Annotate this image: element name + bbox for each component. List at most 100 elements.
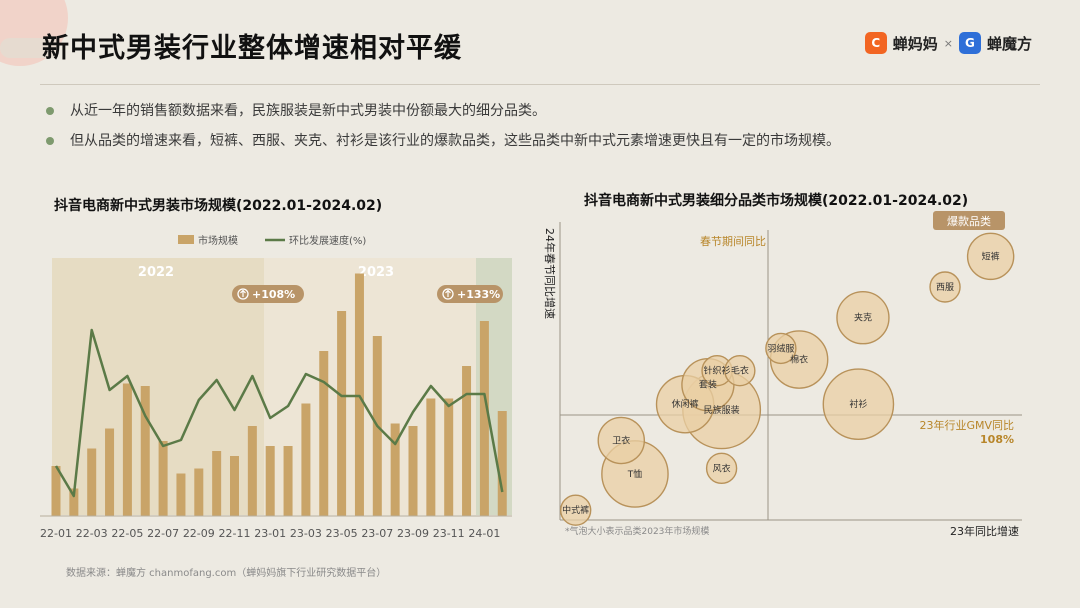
badge-label: 爆款品类	[947, 214, 991, 228]
bubble-label: 羽绒服	[767, 342, 794, 354]
hot-category-badge: 爆款品类	[933, 211, 1005, 230]
bubble-size-note: *气泡大小表示品类2023年市场规模	[565, 525, 709, 537]
bubble-label: 中式裤	[562, 504, 589, 516]
bullet-dot-icon	[46, 137, 54, 145]
x-tick-label: 23-09	[397, 527, 429, 540]
bar-23-02	[283, 446, 293, 516]
bullet-item: 但从品类的增速来看，短裤、西服、夹克、衬衫是该行业的爆款品类，这些品类中新中式元…	[46, 126, 840, 156]
bar-22-02	[69, 488, 79, 516]
legend-bar-swatch	[178, 235, 194, 244]
chanmofang-logo-icon: G	[958, 32, 981, 54]
bubble-毛衣	[724, 355, 756, 387]
bubble-label: 民族服装	[704, 404, 740, 416]
bubble-label: 套装	[699, 379, 717, 391]
bar-23-09	[408, 426, 418, 516]
vline-label: 春节期间同比	[700, 235, 766, 248]
legend-line-label: 环比发展速度(%)	[289, 234, 366, 247]
bubble-羽绒服	[765, 332, 797, 365]
bar-23-04	[319, 351, 329, 516]
bar-22-06	[140, 386, 150, 516]
bullet-dot-icon	[46, 107, 54, 115]
bubble-label: 短裤	[982, 250, 1000, 262]
arrow-up-icon	[442, 288, 454, 300]
market-size-chart: 抖音电商新中式男装市场规模(2022.01-2024.02) 市场规模 环比发展…	[40, 197, 512, 540]
x-tick-label: 24-01	[468, 527, 500, 540]
x-tick-label: 22-03	[76, 527, 108, 540]
bar-23-05	[337, 311, 347, 516]
bubble-卫衣	[597, 416, 646, 465]
chart-title: 抖音电商新中式男装细分品类市场规模(2022.01-2024.02)	[584, 192, 968, 209]
hline-value: 108%	[980, 433, 1014, 446]
bar-22-12	[247, 426, 257, 516]
bubble-夹克	[836, 290, 890, 345]
bullet-text: 从近一年的销售额数据来看，民族服装是新中式男装中份额最大的细分品类。	[70, 103, 546, 119]
annotation-badge-108: +108%	[232, 285, 304, 303]
year-label-2022: 2022	[138, 265, 174, 280]
header-divider	[40, 84, 1040, 85]
annotation-badge-133: +133%	[437, 285, 503, 303]
x-tick-label: 23-01	[254, 527, 286, 540]
bubble-label: 针织衫	[704, 365, 731, 377]
subcategory-bubble-chart: 抖音电商新中式男装细分品类市场规模(2022.01-2024.02) 爆款品类 …	[543, 192, 1022, 538]
bubble-label: 休闲裤	[672, 398, 699, 410]
bubble-风衣	[705, 452, 738, 485]
bubble-label: T恤	[627, 468, 643, 480]
bar-24-01	[479, 321, 489, 516]
decorative-cloud	[0, 38, 60, 58]
bubble-衬衫	[822, 368, 895, 441]
bar-23-08	[390, 423, 400, 516]
x-tick-label: 23-03	[290, 527, 322, 540]
bar-23-11	[444, 398, 454, 516]
bubble-label: 夹克	[854, 312, 872, 324]
bullet-text: 但从品类的增速来看，短裤、西服、夹克、衬衫是该行业的爆款品类，这些品类中新中式元…	[70, 133, 840, 149]
x-tick-label: 22-01	[40, 527, 72, 540]
bar-22-05	[122, 383, 132, 516]
bubble-label: 棉衣	[790, 354, 808, 366]
bar-24-02	[497, 411, 507, 516]
x-tick-label: 22-05	[111, 527, 143, 540]
bubble-label: 毛衣	[731, 365, 749, 377]
chanmama-brand: 蝉妈妈	[892, 34, 938, 53]
y-axis-label: 24年春节同比增速	[543, 228, 557, 319]
x-tick-labels: 22-01 22-03 22-05 22-07 22-09 22-11 23-01 23-03…	[40, 527, 500, 540]
brand-logos: C 蝉妈妈 × G 蝉魔方	[864, 32, 1032, 54]
chanmofang-brand: 蝉魔方	[986, 34, 1032, 53]
hline-label: 23年行业GMV同比	[919, 418, 1014, 432]
chart-title: 抖音电商新中式男装市场规模(2022.01-2024.02)	[54, 197, 382, 214]
x-tick-label: 22-09	[183, 527, 215, 540]
x-tick-label: 23-11	[433, 527, 465, 540]
bar-22-09	[194, 468, 204, 516]
summary-bullets: 从近一年的销售额数据来看，民族服装是新中式男装中份额最大的细分品类。 但从品类的…	[46, 96, 840, 156]
year-label-2023: 2023	[358, 265, 394, 280]
annotation-label: +133%	[457, 288, 500, 301]
chanmama-logo-icon: C	[864, 32, 887, 54]
bubble-短裤	[966, 232, 1015, 281]
bar-22-07	[158, 441, 168, 516]
bubble-label: 西服	[936, 282, 954, 293]
x-tick-label: 23-07	[361, 527, 393, 540]
growth-rate-line	[54, 328, 504, 498]
bubble-label: 衬衫	[849, 398, 867, 410]
bar-23-10	[426, 398, 436, 516]
bubble-label: 卫衣	[612, 434, 630, 446]
legend-bar-label: 市场规模	[198, 234, 238, 247]
bullet-item: 从近一年的销售额数据来看，民族服装是新中式男装中份额最大的细分品类。	[46, 96, 840, 126]
bubble-西服	[929, 271, 961, 303]
bar-22-10	[212, 451, 222, 516]
x-tick-label: 23-05	[326, 527, 358, 540]
bubble-label: 风衣	[713, 462, 731, 474]
data-source: 数据来源：蝉魔方 chanmofang.com（蝉妈妈旗下行业研究数据平台）	[66, 568, 387, 579]
bubble-中式裤	[559, 494, 592, 526]
bar-23-01	[265, 446, 275, 516]
bar-22-11	[230, 456, 239, 516]
x-tick-label: 22-07	[147, 527, 179, 540]
bar-23-03	[301, 403, 311, 516]
arrow-up-icon	[237, 288, 249, 300]
bar-22-04	[105, 428, 115, 516]
x-axis-label: 23年同比增速	[950, 524, 1019, 538]
bar-22-08	[176, 473, 186, 516]
x-tick-label: 22-11	[219, 527, 251, 540]
bar-22-03	[87, 448, 97, 516]
annotation-label: +108%	[252, 288, 295, 301]
